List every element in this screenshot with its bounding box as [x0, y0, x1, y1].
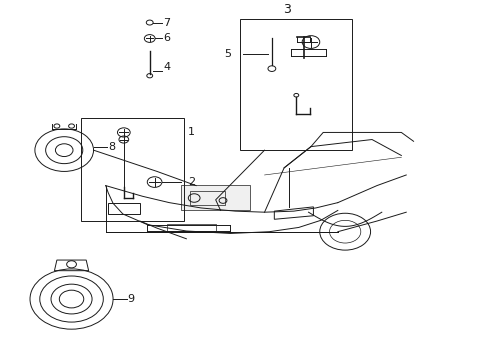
Text: 9: 9 [128, 294, 135, 304]
Text: 8: 8 [108, 141, 115, 152]
Text: 3: 3 [283, 3, 291, 16]
Text: 5: 5 [224, 49, 231, 59]
Bar [81, 118, 184, 221]
Text: 6: 6 [163, 33, 171, 44]
Bar [190, 190, 225, 206]
Bar [240, 19, 352, 150]
Text: 2: 2 [188, 177, 195, 187]
Bar [167, 224, 216, 231]
Text: 1: 1 [188, 127, 195, 138]
Text: 4: 4 [163, 62, 171, 72]
Text: 7: 7 [163, 18, 171, 28]
Bar [181, 185, 250, 211]
